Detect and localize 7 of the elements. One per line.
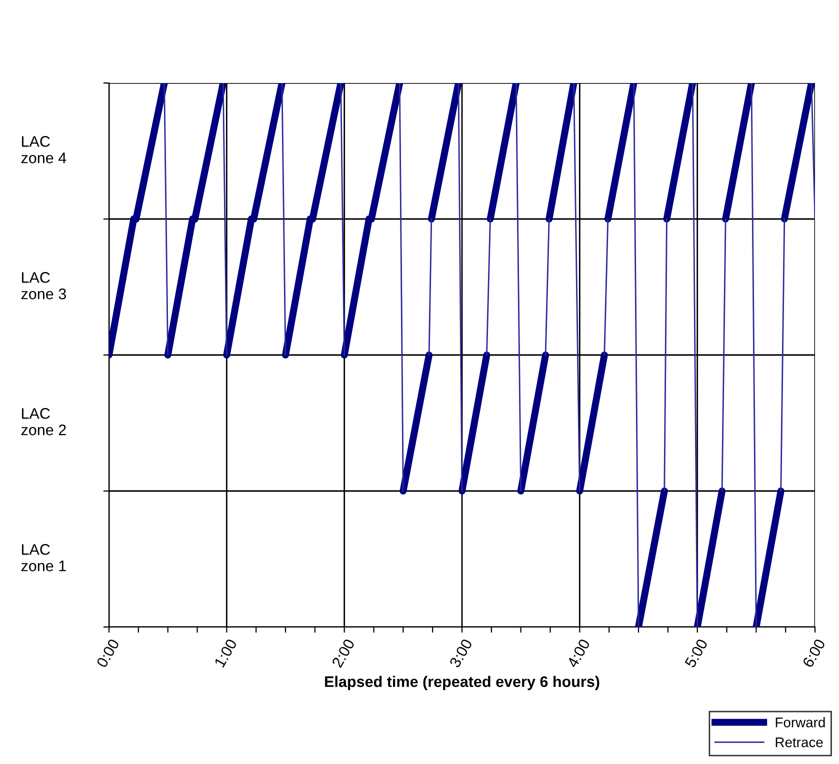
legend-label: Forward (776, 717, 825, 728)
text: LAC zone 4 (21, 136, 66, 164)
x-axis-title: Elapsed time (repeated every 6 hours) (325, 676, 600, 690)
text: LAC zone 2 (21, 408, 66, 436)
legend-label: Retrace (776, 738, 823, 748)
text: LAC zone 3 (21, 272, 66, 300)
text: LAC zone 1 (21, 544, 66, 572)
